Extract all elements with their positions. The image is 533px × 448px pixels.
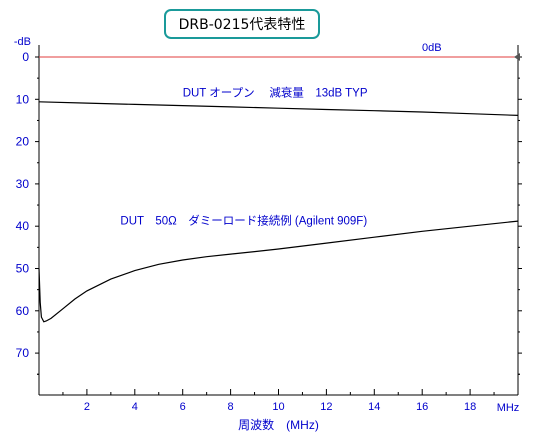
x-unit-label: MHz [497, 402, 520, 414]
y-tick-label: 10 [16, 92, 30, 106]
x-tick-label: 2 [84, 401, 90, 413]
x-tick-label: 12 [320, 401, 332, 413]
series-label-1: DUT オープン 減衰量 13dB TYP [183, 85, 368, 99]
reference-line-label: 0dB [422, 42, 442, 54]
x-tick-label: 4 [132, 401, 138, 413]
y-axis-label: -dB [14, 36, 31, 48]
x-tick-label: 6 [180, 401, 186, 413]
reference-marker [514, 53, 520, 61]
y-tick-label: 30 [16, 177, 30, 191]
chart-title-text: DRB-0215代表特性 [178, 17, 306, 33]
x-tick-label: 10 [272, 401, 284, 413]
x-tick-label: 8 [228, 401, 234, 413]
series-line-1 [38, 101, 519, 116]
series-line-2 [38, 220, 519, 323]
x-tick-label: 14 [368, 401, 380, 413]
chart-title: DRB-0215代表特性 [164, 9, 320, 39]
x-tick-label: 16 [416, 401, 428, 413]
y-tick-label: 40 [16, 219, 30, 233]
x-axis-label: 周波数 (MHz) [238, 417, 319, 432]
series-label-2: DUT 50Ω ダミーロード接続例 (Agilent 909F) [120, 214, 367, 228]
y-tick-label: 70 [16, 346, 30, 360]
y-tick-label: 0 [22, 50, 29, 64]
y-tick-label: 50 [16, 262, 30, 276]
y-tick-label: 20 [16, 135, 30, 149]
x-tick-label: 18 [464, 401, 476, 413]
y-tick-label: 60 [16, 304, 30, 318]
